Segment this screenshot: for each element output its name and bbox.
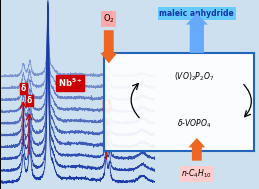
Text: $\mathbf{Nb^{5+}}$: $\mathbf{Nb^{5+}}$ xyxy=(58,77,82,89)
Text: δ: δ xyxy=(104,101,109,110)
Text: δ: δ xyxy=(21,84,26,93)
Text: δ: δ xyxy=(26,96,32,105)
Text: $\delta$-VOPO$_4$: $\delta$-VOPO$_4$ xyxy=(177,117,211,130)
Text: maleic anhydride: maleic anhydride xyxy=(160,9,234,18)
Text: $n$-C$_4$H$_{10}$: $n$-C$_4$H$_{10}$ xyxy=(181,168,212,180)
Text: $(VO)_2P_2O_7$: $(VO)_2P_2O_7$ xyxy=(174,70,214,83)
Text: O$_2$: O$_2$ xyxy=(103,13,115,25)
